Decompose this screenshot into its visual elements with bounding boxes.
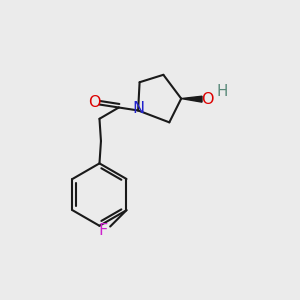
Text: N: N bbox=[133, 101, 145, 116]
Text: H: H bbox=[217, 84, 228, 99]
Polygon shape bbox=[181, 96, 202, 102]
Text: O: O bbox=[201, 92, 214, 107]
Text: O: O bbox=[88, 94, 100, 110]
Text: F: F bbox=[98, 223, 107, 238]
